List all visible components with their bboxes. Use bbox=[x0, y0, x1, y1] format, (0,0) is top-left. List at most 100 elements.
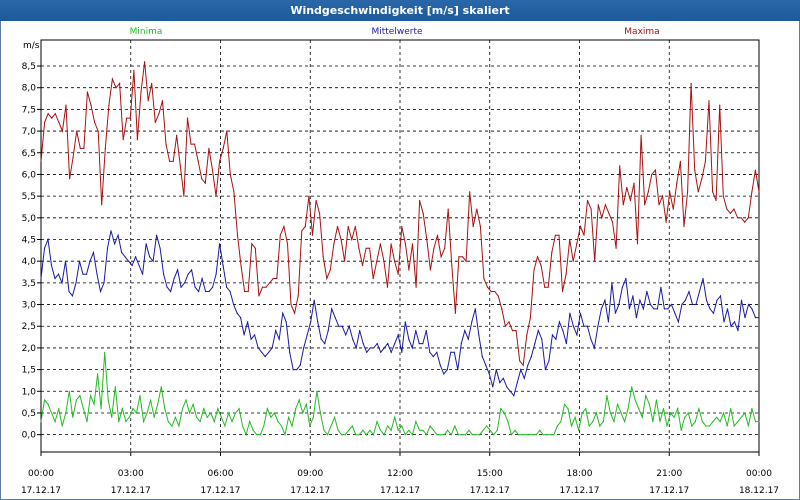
data-point bbox=[404, 321, 406, 323]
data-point bbox=[79, 395, 81, 397]
data-point bbox=[206, 416, 208, 418]
data-point bbox=[534, 343, 536, 345]
data-point bbox=[54, 421, 56, 423]
data-point bbox=[272, 277, 274, 280]
data-point bbox=[179, 165, 181, 167]
data-point bbox=[79, 147, 81, 149]
data-point bbox=[627, 408, 629, 410]
data-point bbox=[611, 282, 613, 284]
data-point bbox=[528, 434, 530, 436]
data-point bbox=[107, 399, 109, 401]
data-point bbox=[697, 191, 699, 193]
data-point bbox=[516, 382, 518, 384]
data-point bbox=[104, 147, 106, 149]
data-point bbox=[208, 147, 210, 149]
data-point bbox=[278, 338, 280, 340]
data-point bbox=[94, 121, 96, 123]
data-point bbox=[450, 434, 452, 436]
data-point bbox=[684, 416, 686, 418]
data-point bbox=[313, 299, 315, 301]
data-point bbox=[465, 260, 467, 262]
data-point bbox=[429, 425, 431, 427]
data-point bbox=[86, 421, 88, 423]
data-point bbox=[620, 412, 622, 414]
data-point bbox=[334, 317, 336, 319]
data-point bbox=[254, 247, 256, 249]
data-point bbox=[372, 277, 374, 280]
x-tick-date: 17.12.17 bbox=[470, 486, 510, 496]
data-point bbox=[509, 390, 511, 392]
data-point bbox=[178, 425, 180, 427]
data-point bbox=[82, 273, 84, 275]
data-point bbox=[90, 104, 92, 106]
data-point bbox=[131, 264, 133, 267]
data-point bbox=[648, 403, 651, 405]
data-point bbox=[440, 434, 442, 436]
data-point bbox=[71, 295, 74, 297]
x-tick-time: 21:00 bbox=[656, 469, 682, 479]
y-ticks: 0,0 0,5 1,0 1,5 2,0 2,5 3,0 3,5 4,0 4,5 5,0 5,5 6,0 6… bbox=[22, 62, 41, 441]
data-point bbox=[691, 303, 694, 306]
data-point bbox=[54, 277, 56, 280]
data-point bbox=[556, 425, 559, 427]
data-point bbox=[348, 429, 350, 431]
data-point bbox=[277, 421, 279, 423]
data-point bbox=[443, 373, 445, 375]
data-point bbox=[323, 429, 325, 431]
data-point bbox=[316, 390, 318, 392]
data-point bbox=[415, 330, 417, 332]
data-point bbox=[303, 347, 305, 349]
data-point bbox=[320, 338, 322, 340]
data-point bbox=[149, 256, 151, 258]
data-point bbox=[737, 421, 739, 423]
data-point bbox=[579, 225, 582, 228]
data-point bbox=[555, 338, 557, 340]
data-point bbox=[415, 286, 417, 288]
data-point bbox=[362, 343, 364, 345]
data-point bbox=[422, 429, 424, 431]
x-tick-date: 17.12.17 bbox=[200, 486, 240, 496]
data-point bbox=[213, 421, 215, 423]
data-point bbox=[486, 286, 489, 288]
data-point bbox=[64, 260, 67, 262]
data-point bbox=[640, 134, 642, 136]
data-point bbox=[592, 421, 594, 423]
data-point bbox=[362, 429, 364, 431]
data-point bbox=[561, 290, 564, 293]
data-point bbox=[569, 312, 571, 314]
data-point bbox=[496, 429, 498, 431]
data-point bbox=[142, 273, 144, 275]
data-point bbox=[85, 273, 88, 275]
data-point bbox=[373, 347, 375, 349]
data-point bbox=[429, 351, 431, 353]
data-point bbox=[638, 408, 640, 410]
data-point bbox=[628, 308, 631, 310]
data-point bbox=[290, 303, 292, 306]
data-point bbox=[174, 416, 176, 418]
y-tick-label: 2,0 bbox=[22, 344, 37, 354]
data-point bbox=[426, 238, 428, 241]
data-point bbox=[361, 264, 364, 267]
data-point bbox=[454, 425, 456, 427]
data-point bbox=[93, 403, 95, 405]
data-point bbox=[622, 204, 624, 206]
data-point bbox=[687, 191, 689, 193]
data-point bbox=[404, 434, 406, 436]
data-point bbox=[226, 130, 228, 132]
data-point bbox=[666, 425, 668, 427]
data-point bbox=[659, 421, 661, 423]
y-tick-label: 6,0 bbox=[22, 170, 37, 180]
data-point bbox=[72, 156, 74, 158]
data-point bbox=[210, 412, 212, 414]
data-point bbox=[251, 243, 253, 245]
data-point bbox=[411, 243, 414, 245]
data-point bbox=[461, 256, 464, 258]
data-point bbox=[418, 343, 420, 345]
data-point bbox=[369, 247, 371, 249]
data-point bbox=[263, 425, 265, 427]
y-tick-label: 4,0 bbox=[22, 257, 37, 267]
data-point bbox=[238, 408, 240, 410]
data-point bbox=[295, 408, 297, 410]
data-point bbox=[139, 395, 141, 397]
data-point bbox=[634, 399, 636, 401]
